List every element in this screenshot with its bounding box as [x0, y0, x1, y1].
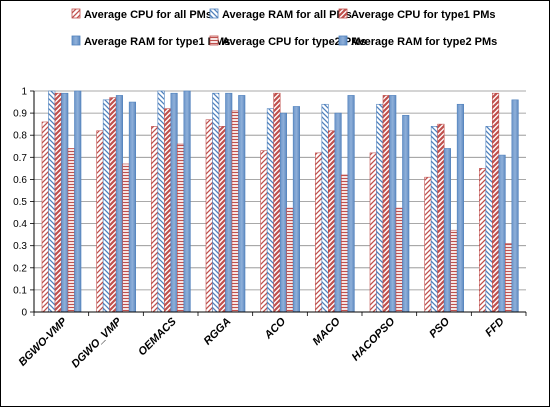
legend-swatch [209, 35, 219, 46]
bar [492, 92, 500, 313]
legend-label: Average CPU for type2 PMs [222, 36, 366, 48]
legend-label: Average CPU for type1 PMs [351, 9, 495, 21]
bar [54, 92, 62, 313]
bar [170, 92, 178, 313]
bar [456, 103, 464, 313]
bar [96, 130, 104, 313]
bar [443, 148, 451, 313]
legend-swatch [209, 8, 219, 19]
bar [266, 108, 274, 313]
bar [157, 90, 165, 313]
bar [151, 126, 159, 313]
bar [376, 103, 384, 313]
bar [479, 168, 487, 313]
bar [231, 110, 239, 313]
bar [369, 152, 377, 313]
bar [279, 112, 287, 313]
y-tick-label: 0.7 [13, 153, 27, 164]
y-tick-label: 0.4 [13, 219, 27, 230]
bar [102, 99, 110, 313]
x-axis-labels: BGWO-VMP DGWO_VMP OEMACS RGGA ACO MACO HACOPSO… [16, 315, 506, 370]
legend-swatch [338, 8, 348, 19]
bar [315, 152, 323, 313]
bar [205, 119, 213, 313]
legend-label: Average RAM for all PMs [222, 9, 352, 21]
bar [292, 106, 300, 313]
y-tick-label: 0.3 [13, 241, 27, 252]
y-tick-label: 1 [21, 87, 27, 98]
bar [164, 108, 172, 313]
bar [122, 163, 130, 313]
bar [273, 92, 281, 313]
bar [212, 92, 220, 313]
y-axis-ticks: 0 0.1 0.2 0.3 0.4 0.5 0.6 0.7 0.8 0.9 1 [13, 87, 34, 319]
bar [183, 90, 191, 313]
bar [286, 207, 294, 313]
category-label: DGWO_VMP [69, 315, 124, 370]
bar [321, 103, 329, 313]
bar [389, 95, 397, 313]
category-label: BGWO-VMP [16, 315, 69, 368]
bar [424, 176, 432, 313]
y-tick-label: 0.6 [13, 175, 27, 186]
category-label: OEMACS [136, 315, 179, 358]
legend-swatch [338, 35, 348, 46]
y-tick-label: 0.1 [13, 285, 27, 296]
legend-label: Average RAM for type1 PMs [84, 36, 230, 48]
bar [115, 95, 123, 313]
bar [450, 229, 458, 313]
bar [341, 174, 349, 313]
bar [225, 92, 233, 313]
bar [334, 112, 342, 313]
bar [485, 126, 493, 313]
bar [177, 143, 185, 313]
bar [505, 243, 513, 313]
bar [48, 90, 56, 313]
category-label: ACO [262, 315, 289, 342]
bar [328, 130, 336, 313]
bar [260, 150, 268, 313]
y-tick-label: 0.9 [13, 109, 27, 120]
bar [430, 126, 438, 313]
axes [33, 91, 527, 316]
legend-label: Average RAM for type2 PMs [351, 36, 497, 48]
bar [382, 95, 390, 313]
bar [128, 101, 136, 313]
y-tick-label: 0.2 [13, 263, 27, 274]
bar [395, 207, 403, 313]
bar [437, 123, 445, 313]
bar [41, 121, 49, 313]
y-tick-label: 0.5 [13, 197, 27, 208]
bar [74, 90, 82, 313]
y-tick-label: 0.8 [13, 131, 27, 142]
bar [109, 97, 117, 313]
category-label: PSO [427, 315, 452, 340]
bar [67, 148, 75, 313]
category-label: MACO [311, 315, 344, 348]
bar [402, 115, 410, 313]
bar [218, 126, 226, 313]
bar [511, 99, 519, 313]
category-label: HACOPSO [350, 315, 398, 363]
y-tick-label: 0 [21, 308, 27, 319]
legend-swatch [71, 35, 81, 46]
category-label: FFD [483, 316, 507, 340]
bar [61, 92, 69, 313]
bar [347, 95, 355, 313]
bar [238, 95, 246, 313]
legend-swatch [71, 8, 81, 19]
legend-label: Average CPU for all PMs [84, 9, 212, 21]
category-label: RGGA [202, 316, 234, 348]
bar [498, 154, 506, 313]
legend: Average CPU for all PMs Average RAM for a… [71, 8, 497, 48]
bars [41, 90, 519, 313]
